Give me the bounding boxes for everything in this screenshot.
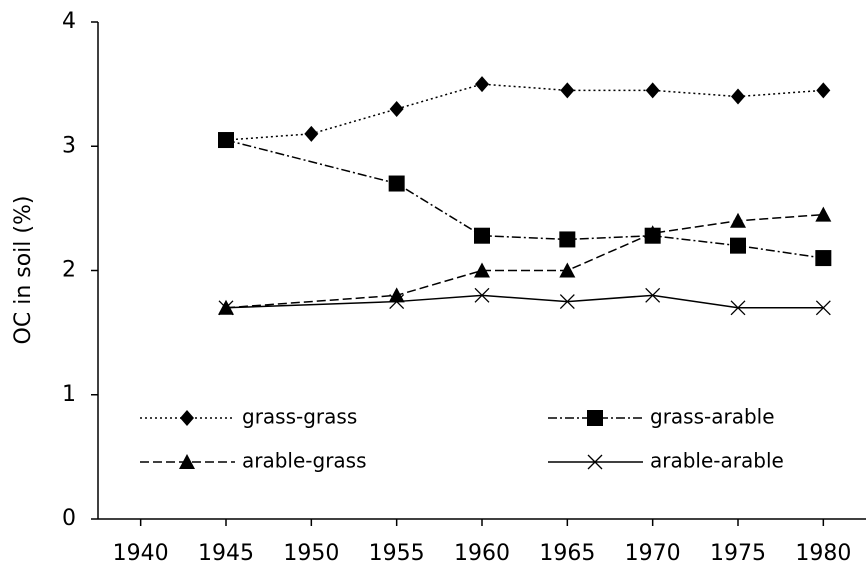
- marker: [815, 206, 832, 222]
- marker: [730, 212, 746, 228]
- marker: [388, 175, 405, 192]
- legend-label: arable-arable: [650, 449, 784, 473]
- marker: [474, 287, 490, 303]
- y-tick-label: 1: [62, 382, 76, 407]
- marker: [559, 294, 575, 310]
- marker: [815, 250, 832, 267]
- y-axis-label: OC in soil (%): [11, 196, 36, 345]
- x-tick-label: 1960: [454, 541, 510, 566]
- marker: [645, 82, 660, 99]
- marker: [389, 294, 405, 310]
- marker: [388, 287, 405, 303]
- legend-marker: [587, 454, 603, 470]
- marker: [304, 125, 319, 142]
- marker: [815, 300, 831, 316]
- x-tick-label: 1980: [795, 541, 851, 566]
- marker: [730, 300, 746, 316]
- marker: [389, 100, 404, 117]
- y-tick-label: 4: [62, 9, 76, 34]
- legend-marker: [179, 454, 195, 469]
- y-tick-label: 2: [62, 258, 76, 283]
- x-tick-label: 1970: [625, 541, 681, 566]
- marker: [559, 231, 576, 248]
- x-tick-label: 1975: [710, 541, 766, 566]
- x-tick-label: 1965: [539, 541, 595, 566]
- series-line: [225, 213, 824, 309]
- marker: [474, 227, 490, 244]
- y-tick-label: 3: [62, 133, 76, 158]
- series-line: [225, 83, 824, 141]
- marker: [560, 82, 575, 99]
- marker: [644, 225, 661, 241]
- legend-marker: [180, 410, 194, 426]
- x-tick-label: 1945: [198, 541, 254, 566]
- x-tick-label: 1940: [113, 541, 169, 566]
- legend-label: grass-grass: [242, 405, 357, 429]
- legend-marker: [587, 410, 603, 426]
- marker: [474, 262, 490, 278]
- marker: [475, 76, 489, 93]
- marker: [559, 262, 576, 278]
- marker: [218, 300, 234, 316]
- x-tick-label: 1950: [283, 541, 339, 566]
- marker: [731, 88, 745, 105]
- marker: [218, 132, 234, 149]
- marker: [645, 287, 661, 303]
- x-tick-label: 1955: [369, 541, 425, 566]
- legend-label: grass-arable: [650, 405, 775, 429]
- marker: [816, 82, 831, 99]
- legend-label: arable-grass: [242, 449, 367, 473]
- y-tick-label: 0: [62, 506, 76, 531]
- series-line: [225, 294, 824, 309]
- marker: [730, 237, 746, 254]
